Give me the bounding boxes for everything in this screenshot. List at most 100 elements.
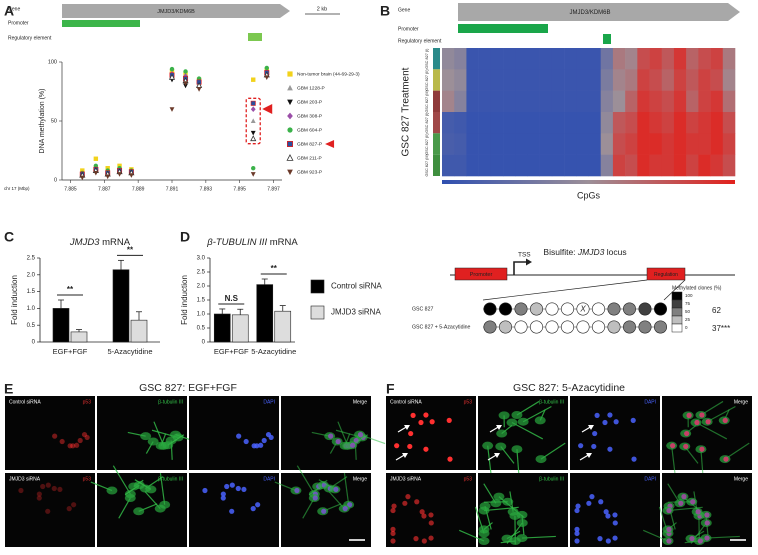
heatmap-cell (442, 91, 455, 113)
channel-label: p53 (464, 476, 473, 482)
p53-signal (422, 538, 427, 543)
heatmap-cell (662, 69, 675, 91)
legend-marker (287, 85, 293, 90)
heatmap-cell (686, 133, 699, 155)
channel-label: p53 (464, 399, 473, 405)
gene-name: JMJD3/KDM6B (569, 10, 610, 16)
p53-signal (52, 434, 57, 439)
track-label: Gene (398, 7, 410, 13)
y-tick-label: 1.0 (27, 306, 36, 312)
p53-signal (705, 520, 710, 525)
tss-arrowhead (526, 259, 532, 266)
cpg-circle (484, 321, 496, 333)
marker (251, 78, 255, 82)
marker (251, 101, 255, 105)
cell-body (479, 507, 490, 515)
marker (197, 87, 202, 92)
heatmap-cell (601, 69, 614, 91)
heatmap-cell (711, 133, 724, 155)
panel-label: C (4, 229, 14, 245)
heatmap-cell (650, 133, 663, 155)
p53-signal (71, 502, 76, 507)
promoter-track (458, 24, 548, 33)
highlight-arrow (262, 104, 272, 114)
heatmap-cell (564, 69, 577, 91)
nucleus (574, 538, 579, 543)
p53-signal (67, 506, 72, 511)
heatmap-cell (491, 155, 504, 177)
legend-label: JMJD3 siRNA (331, 308, 381, 317)
cpg-circle (530, 321, 542, 333)
panel-label: B (380, 3, 390, 19)
cpg-circle (515, 321, 527, 333)
heatmap-cell (491, 91, 504, 113)
heatmap-cell (503, 48, 516, 70)
heatmap-cell (686, 155, 699, 177)
heatmap-cell (515, 48, 528, 70)
channel-label: Merge (353, 476, 367, 482)
heatmap-cell (625, 48, 638, 70)
y-tick-label: 2.5 (197, 270, 206, 276)
nucleus (589, 494, 594, 499)
heatmap-cell (564, 91, 577, 113)
marker (170, 107, 175, 112)
significance-label: ** (271, 264, 278, 273)
heatmap-cell (698, 112, 711, 134)
p53-signal (430, 419, 435, 424)
p53-signal (447, 418, 452, 423)
p53-signal (686, 413, 691, 418)
heatmap-cell (454, 91, 467, 113)
y-axis-label: GSC 827 Treatment (401, 67, 412, 156)
heatmap-cell (662, 48, 675, 70)
cell-body (502, 498, 513, 506)
legend-title: Methylated clones (%) (672, 285, 722, 291)
bar (53, 308, 69, 342)
micrograph: Merge (275, 466, 371, 547)
legend-marker (287, 113, 293, 120)
marker (170, 67, 174, 71)
p53-signal (390, 527, 395, 532)
heatmap-cell (503, 155, 516, 177)
promoter-track (62, 20, 140, 27)
heatmap-cell (454, 69, 467, 91)
bar (113, 270, 129, 342)
heatmap-cell (466, 48, 479, 70)
heatmap-cell (515, 133, 528, 155)
channel-label: Merge (353, 399, 367, 405)
heatmap-cell (698, 133, 711, 155)
p53-signal (402, 501, 407, 506)
significance-label: ** (67, 285, 74, 294)
heatmap-cell (625, 133, 638, 155)
methylated-value: 37*** (712, 324, 730, 333)
p53-signal (333, 487, 338, 492)
heatmap-cell (650, 48, 663, 70)
heatmap-cell (650, 155, 663, 177)
p53-signal (681, 494, 686, 499)
heatmap-cell (723, 48, 736, 70)
cpg-circle (639, 321, 651, 333)
heatmap-cell (552, 91, 565, 113)
legend-label: GBM 211-P (297, 155, 322, 161)
cell-body (155, 505, 166, 513)
legend-label: Control siRNA (331, 282, 382, 291)
cell-body (536, 455, 547, 463)
x-tick-label: 7.895 (233, 186, 246, 192)
nucleus (244, 439, 249, 444)
heatmap-cell (479, 155, 492, 177)
nucleus (202, 488, 207, 493)
row-label: JMJD3 siRNA (9, 476, 41, 482)
cpg-circle (608, 303, 620, 315)
p53-signal (689, 536, 694, 541)
heatmap-cell (625, 69, 638, 91)
row-color (433, 91, 440, 112)
cpg-circle (592, 303, 604, 315)
nucleus (613, 520, 618, 525)
micrograph: DAPI (189, 473, 279, 547)
legend-label: GBM 203-P (297, 99, 322, 105)
y-tick-label: 2.0 (197, 284, 206, 290)
cell-body (148, 438, 159, 446)
heatmap-cell (491, 133, 504, 155)
heatmap-cell (503, 112, 516, 134)
heatmap-cell (650, 91, 663, 113)
